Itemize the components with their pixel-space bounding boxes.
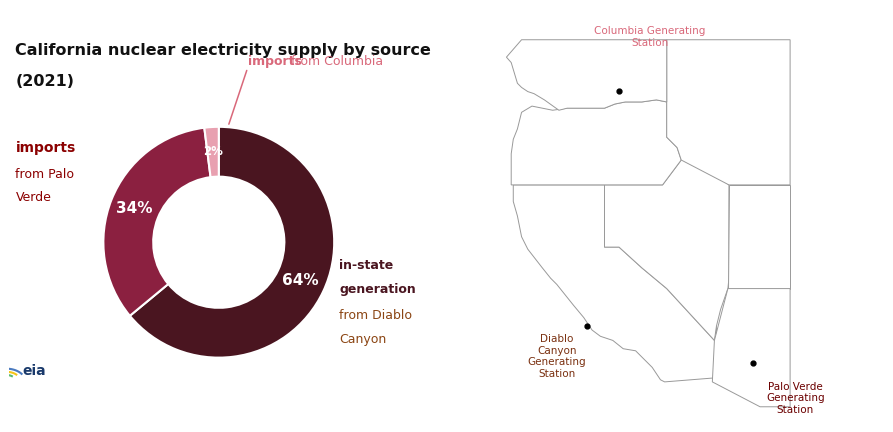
Text: imports: imports (247, 55, 302, 68)
Text: Columbia Generating
Station: Columbia Generating Station (595, 26, 705, 48)
Text: California nuclear electricity supply by source: California nuclear electricity supply by… (15, 43, 431, 58)
Text: 34%: 34% (116, 201, 153, 216)
Wedge shape (104, 128, 211, 316)
Polygon shape (713, 289, 790, 407)
Text: from Columbia: from Columbia (287, 55, 383, 68)
Polygon shape (667, 40, 790, 185)
Wedge shape (129, 127, 334, 358)
Text: imports: imports (15, 141, 76, 155)
Text: Diablo
Canyon
Generating
Station: Diablo Canyon Generating Station (528, 334, 586, 379)
Text: from Palo: from Palo (15, 168, 74, 181)
Polygon shape (511, 100, 681, 185)
Text: from Diablo: from Diablo (339, 309, 413, 322)
Polygon shape (728, 185, 790, 289)
Text: in-state: in-state (339, 259, 394, 272)
Polygon shape (506, 40, 667, 110)
Text: Palo Verde
Generating
Station: Palo Verde Generating Station (766, 382, 824, 415)
Text: 64%: 64% (282, 273, 319, 288)
Text: (2021): (2021) (15, 74, 74, 89)
Text: Verde: Verde (15, 191, 52, 204)
Polygon shape (605, 148, 729, 340)
Text: eia: eia (22, 364, 46, 378)
Text: 2%: 2% (204, 146, 223, 159)
Text: Canyon: Canyon (339, 333, 387, 346)
Polygon shape (513, 185, 716, 382)
Wedge shape (204, 127, 219, 177)
Text: generation: generation (339, 283, 416, 296)
